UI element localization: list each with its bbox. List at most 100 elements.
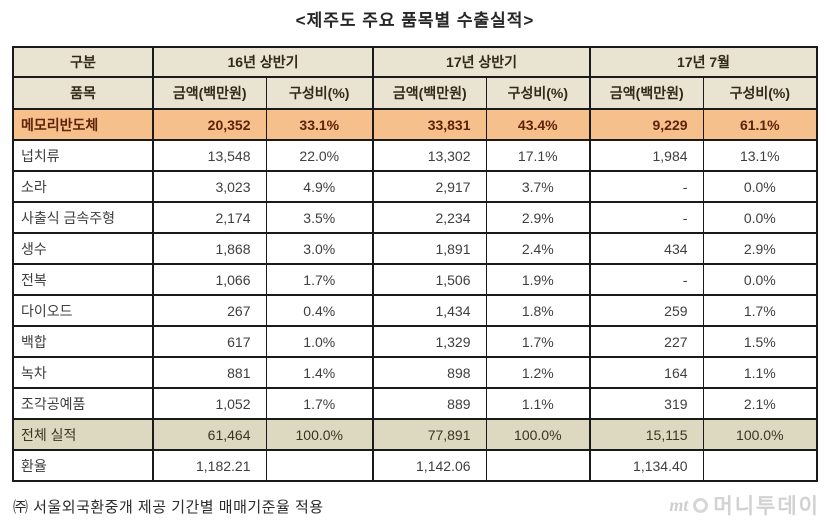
cell-ratio	[702, 449, 818, 482]
cell-ratio	[265, 449, 374, 482]
cell-amount: 319	[589, 387, 704, 420]
table-row-bottled-water: 생수 1,868 3.0% 1,891 2.4% 434 2.9%	[12, 232, 818, 265]
row-label: 소라	[12, 170, 154, 203]
row-label: 사출식 금속주형	[12, 201, 154, 234]
cell-ratio: 100.0%	[485, 418, 591, 451]
header-ratio-17jul: 구성비(%)	[702, 76, 818, 110]
cell-ratio: 1.0%	[265, 325, 374, 358]
cell-ratio: 1.7%	[485, 325, 591, 358]
cell-amount: -	[589, 201, 704, 234]
cell-ratio: 0.0%	[702, 263, 818, 296]
cell-ratio: 1.4%	[265, 356, 374, 389]
cell-ratio: 3.7%	[485, 170, 591, 203]
header-sub-row: 품목 금액(백만원) 구성비(%) 금액(백만원) 구성비(%) 금액(백만원)…	[12, 76, 818, 110]
cell-ratio: 3.0%	[265, 232, 374, 265]
cell-amount: 77,891	[372, 418, 487, 451]
table-row-diode: 다이오드 267 0.4% 1,434 1.8% 259 1.7%	[12, 294, 818, 327]
header-group-17h1: 17년 상반기	[372, 46, 591, 78]
row-label: 넙치류	[12, 139, 154, 172]
cell-amount: 881	[152, 356, 267, 389]
table-row-green-tea: 녹차 881 1.4% 898 1.2% 164 1.1%	[12, 356, 818, 389]
table-row-total: 전체 실적 61,464 100.0% 77,891 100.0% 15,115…	[12, 418, 818, 451]
header-amount-17jul: 금액(백만원)	[589, 76, 704, 110]
table-row-flatfish: 넙치류 13,548 22.0% 13,302 17.1% 1,984 13.1…	[12, 139, 818, 172]
header-item: 품목	[12, 76, 154, 110]
row-label: 백합	[12, 325, 154, 358]
cell-ratio: 61.1%	[702, 108, 818, 141]
header-category: 구분	[12, 46, 154, 78]
table-row-lily: 백합 617 1.0% 1,329 1.7% 227 1.5%	[12, 325, 818, 358]
cell-ratio: 1.5%	[702, 325, 818, 358]
table-row-injection-metal-mold: 사출식 금속주형 2,174 3.5% 2,234 2.9% - 0.0%	[12, 201, 818, 234]
cell-amount: 1,984	[589, 139, 704, 172]
table-row-conch: 소라 3,023 4.9% 2,917 3.7% - 0.0%	[12, 170, 818, 203]
cell-ratio: 1.8%	[485, 294, 591, 327]
cell-ratio: 33.1%	[265, 108, 374, 141]
cell-amount: 434	[589, 232, 704, 265]
cell-ratio: 3.5%	[265, 201, 374, 234]
cell-amount: 1,182.21	[152, 449, 267, 482]
cell-amount: 1,134.40	[589, 449, 704, 482]
cell-ratio: 1.1%	[485, 387, 591, 420]
cell-amount: 1,329	[372, 325, 487, 358]
cell-ratio: 100.0%	[702, 418, 818, 451]
cell-ratio: 1.7%	[265, 387, 374, 420]
cell-amount: 2,174	[152, 201, 267, 234]
cell-amount: 898	[372, 356, 487, 389]
cell-amount: 1,052	[152, 387, 267, 420]
page-title: <제주도 주요 품목별 수출실적>	[295, 11, 535, 30]
cell-amount: 259	[589, 294, 704, 327]
cell-amount: 164	[589, 356, 704, 389]
cell-ratio: 1.7%	[265, 263, 374, 296]
cell-ratio: 2.9%	[485, 201, 591, 234]
cell-ratio: 1.2%	[485, 356, 591, 389]
cell-ratio: 1.7%	[702, 294, 818, 327]
cell-ratio: 1.1%	[702, 356, 818, 389]
footnote: ㈜ 서울외국환중개 제공 기간별 매매기준율 적용	[13, 499, 324, 516]
row-label: 조각공예품	[12, 387, 154, 420]
cell-ratio: 13.1%	[702, 139, 818, 172]
cell-ratio: 1.9%	[485, 263, 591, 296]
moneytoday-mt-logo-icon: mt	[669, 494, 689, 515]
cell-amount: 13,548	[152, 139, 267, 172]
cell-ratio: 2.9%	[702, 232, 818, 265]
cell-ratio: 17.1%	[485, 139, 591, 172]
cell-amount: 2,234	[372, 201, 487, 234]
cell-ratio: 4.9%	[265, 170, 374, 203]
cell-amount: 1,506	[372, 263, 487, 296]
cell-ratio	[485, 449, 591, 482]
row-label: 환율	[12, 449, 154, 482]
row-label: 녹차	[12, 356, 154, 389]
header-group-17jul: 17년 7월	[589, 46, 818, 78]
cell-amount: 889	[372, 387, 487, 420]
cell-amount: 15,115	[589, 418, 704, 451]
cell-ratio: 100.0%	[265, 418, 374, 451]
cell-amount: 61,464	[152, 418, 267, 451]
table-row-abalone: 전복 1,066 1.7% 1,506 1.9% - 0.0%	[12, 263, 818, 296]
cell-amount: 1,891	[372, 232, 487, 265]
cell-ratio: 0.4%	[265, 294, 374, 327]
header-group-row: 구분 16년 상반기 17년 상반기 17년 7월	[12, 46, 818, 78]
cell-amount: 33,831	[372, 108, 487, 141]
cell-amount: -	[589, 263, 704, 296]
cell-amount: 1,868	[152, 232, 267, 265]
row-label: 생수	[12, 232, 154, 265]
row-label: 메모리반도체	[12, 108, 154, 141]
cell-amount: 9,229	[589, 108, 704, 141]
row-label: 전복	[12, 263, 154, 296]
cell-ratio: 22.0%	[265, 139, 374, 172]
table-row-exchange-rate: 환율 1,182.21 1,142.06 1,134.40	[12, 449, 818, 482]
cell-amount: 617	[152, 325, 267, 358]
cell-ratio: 43.4%	[485, 108, 591, 141]
cell-amount: 267	[152, 294, 267, 327]
cell-ratio: 2.1%	[702, 387, 818, 420]
cell-amount: 1,434	[372, 294, 487, 327]
moneytoday-ring-icon	[693, 497, 709, 513]
header-amount-16h1: 금액(백만원)	[152, 76, 267, 110]
cell-amount: 1,066	[152, 263, 267, 296]
table-row-carved-crafts: 조각공예품 1,052 1.7% 889 1.1% 319 2.1%	[12, 387, 818, 420]
cell-amount: 13,302	[372, 139, 487, 172]
header-group-16h1: 16년 상반기	[151, 46, 374, 78]
cell-ratio: 0.0%	[702, 201, 818, 234]
export-table: 구분 16년 상반기 17년 상반기 17년 7월 품목 금액(백만원) 구성비…	[12, 46, 819, 482]
